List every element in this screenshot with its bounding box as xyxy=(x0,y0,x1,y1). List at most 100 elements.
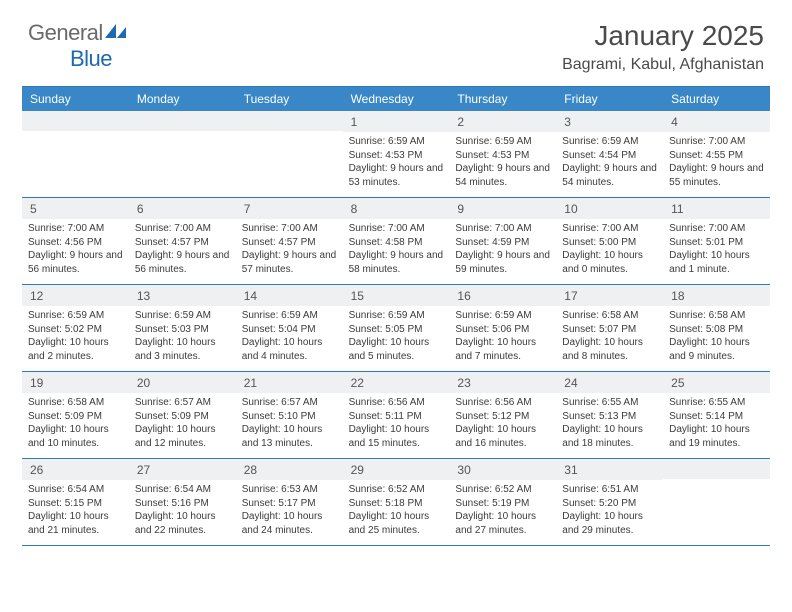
day-number: 16 xyxy=(449,285,556,306)
weekday-header-friday: Friday xyxy=(556,87,663,111)
day-info: Sunrise: 6:54 AMSunset: 5:16 PMDaylight:… xyxy=(129,480,236,541)
day-cell: 11Sunrise: 7:00 AMSunset: 5:01 PMDayligh… xyxy=(663,198,770,284)
day-info: Sunrise: 7:00 AMSunset: 4:55 PMDaylight:… xyxy=(663,132,770,193)
day-cell xyxy=(236,111,343,197)
day-cell: 2Sunrise: 6:59 AMSunset: 4:53 PMDaylight… xyxy=(449,111,556,197)
day-info: Sunrise: 6:53 AMSunset: 5:17 PMDaylight:… xyxy=(236,480,343,541)
day-number xyxy=(236,111,343,131)
day-number: 23 xyxy=(449,372,556,393)
day-info: Sunrise: 6:58 AMSunset: 5:09 PMDaylight:… xyxy=(22,393,129,454)
day-number: 26 xyxy=(22,459,129,480)
day-info: Sunrise: 7:00 AMSunset: 5:01 PMDaylight:… xyxy=(663,219,770,280)
day-info: Sunrise: 6:59 AMSunset: 5:06 PMDaylight:… xyxy=(449,306,556,367)
day-info: Sunrise: 6:52 AMSunset: 5:18 PMDaylight:… xyxy=(343,480,450,541)
day-info: Sunrise: 6:59 AMSunset: 5:02 PMDaylight:… xyxy=(22,306,129,367)
day-info: Sunrise: 6:55 AMSunset: 5:13 PMDaylight:… xyxy=(556,393,663,454)
day-cell: 6Sunrise: 7:00 AMSunset: 4:57 PMDaylight… xyxy=(129,198,236,284)
day-cell: 24Sunrise: 6:55 AMSunset: 5:13 PMDayligh… xyxy=(556,372,663,458)
weekday-header-wednesday: Wednesday xyxy=(343,87,450,111)
week-row: 19Sunrise: 6:58 AMSunset: 5:09 PMDayligh… xyxy=(22,372,770,459)
day-number: 10 xyxy=(556,198,663,219)
day-info: Sunrise: 7:00 AMSunset: 4:58 PMDaylight:… xyxy=(343,219,450,280)
weekday-header-thursday: Thursday xyxy=(449,87,556,111)
day-cell: 10Sunrise: 7:00 AMSunset: 5:00 PMDayligh… xyxy=(556,198,663,284)
day-number: 30 xyxy=(449,459,556,480)
day-number: 19 xyxy=(22,372,129,393)
weekday-header-monday: Monday xyxy=(129,87,236,111)
day-info: Sunrise: 6:59 AMSunset: 5:03 PMDaylight:… xyxy=(129,306,236,367)
weekday-header-row: SundayMondayTuesdayWednesdayThursdayFrid… xyxy=(22,87,770,111)
day-number: 1 xyxy=(343,111,450,132)
day-number: 27 xyxy=(129,459,236,480)
day-cell: 26Sunrise: 6:54 AMSunset: 5:15 PMDayligh… xyxy=(22,459,129,545)
weeks-grid: 1Sunrise: 6:59 AMSunset: 4:53 PMDaylight… xyxy=(22,111,770,546)
day-number: 7 xyxy=(236,198,343,219)
day-cell: 8Sunrise: 7:00 AMSunset: 4:58 PMDaylight… xyxy=(343,198,450,284)
day-cell: 21Sunrise: 6:57 AMSunset: 5:10 PMDayligh… xyxy=(236,372,343,458)
day-cell: 19Sunrise: 6:58 AMSunset: 5:09 PMDayligh… xyxy=(22,372,129,458)
day-cell: 23Sunrise: 6:56 AMSunset: 5:12 PMDayligh… xyxy=(449,372,556,458)
day-info: Sunrise: 6:59 AMSunset: 5:04 PMDaylight:… xyxy=(236,306,343,367)
day-number: 6 xyxy=(129,198,236,219)
day-info: Sunrise: 6:57 AMSunset: 5:10 PMDaylight:… xyxy=(236,393,343,454)
day-info: Sunrise: 6:59 AMSunset: 4:53 PMDaylight:… xyxy=(449,132,556,193)
day-number xyxy=(22,111,129,131)
day-info: Sunrise: 6:59 AMSunset: 5:05 PMDaylight:… xyxy=(343,306,450,367)
day-info: Sunrise: 6:52 AMSunset: 5:19 PMDaylight:… xyxy=(449,480,556,541)
day-cell xyxy=(22,111,129,197)
day-info: Sunrise: 6:58 AMSunset: 5:07 PMDaylight:… xyxy=(556,306,663,367)
weekday-header-sunday: Sunday xyxy=(22,87,129,111)
day-number: 28 xyxy=(236,459,343,480)
day-number: 3 xyxy=(556,111,663,132)
day-cell: 13Sunrise: 6:59 AMSunset: 5:03 PMDayligh… xyxy=(129,285,236,371)
day-cell: 20Sunrise: 6:57 AMSunset: 5:09 PMDayligh… xyxy=(129,372,236,458)
day-info: Sunrise: 6:56 AMSunset: 5:12 PMDaylight:… xyxy=(449,393,556,454)
day-info: Sunrise: 6:58 AMSunset: 5:08 PMDaylight:… xyxy=(663,306,770,367)
day-cell: 15Sunrise: 6:59 AMSunset: 5:05 PMDayligh… xyxy=(343,285,450,371)
day-number: 15 xyxy=(343,285,450,306)
day-cell: 3Sunrise: 6:59 AMSunset: 4:54 PMDaylight… xyxy=(556,111,663,197)
week-row: 26Sunrise: 6:54 AMSunset: 5:15 PMDayligh… xyxy=(22,459,770,546)
day-number: 8 xyxy=(343,198,450,219)
day-number: 14 xyxy=(236,285,343,306)
day-number: 20 xyxy=(129,372,236,393)
day-cell: 9Sunrise: 7:00 AMSunset: 4:59 PMDaylight… xyxy=(449,198,556,284)
day-info: Sunrise: 7:00 AMSunset: 4:57 PMDaylight:… xyxy=(129,219,236,280)
day-number xyxy=(663,459,770,479)
day-cell: 22Sunrise: 6:56 AMSunset: 5:11 PMDayligh… xyxy=(343,372,450,458)
day-info: Sunrise: 6:56 AMSunset: 5:11 PMDaylight:… xyxy=(343,393,450,454)
day-cell: 30Sunrise: 6:52 AMSunset: 5:19 PMDayligh… xyxy=(449,459,556,545)
day-cell: 16Sunrise: 6:59 AMSunset: 5:06 PMDayligh… xyxy=(449,285,556,371)
sail-icon xyxy=(105,23,129,44)
day-number: 2 xyxy=(449,111,556,132)
location-text: Bagrami, Kabul, Afghanistan xyxy=(562,56,764,74)
day-cell xyxy=(129,111,236,197)
day-cell: 7Sunrise: 7:00 AMSunset: 4:57 PMDaylight… xyxy=(236,198,343,284)
day-info: Sunrise: 7:00 AMSunset: 5:00 PMDaylight:… xyxy=(556,219,663,280)
logo: GeneralBlue xyxy=(28,20,129,72)
day-cell: 12Sunrise: 6:59 AMSunset: 5:02 PMDayligh… xyxy=(22,285,129,371)
week-row: 12Sunrise: 6:59 AMSunset: 5:02 PMDayligh… xyxy=(22,285,770,372)
day-number: 24 xyxy=(556,372,663,393)
day-number: 22 xyxy=(343,372,450,393)
day-info: Sunrise: 7:00 AMSunset: 4:59 PMDaylight:… xyxy=(449,219,556,280)
day-number: 12 xyxy=(22,285,129,306)
logo-text-general: General xyxy=(28,20,103,46)
day-number: 29 xyxy=(343,459,450,480)
day-cell: 4Sunrise: 7:00 AMSunset: 4:55 PMDaylight… xyxy=(663,111,770,197)
day-number: 18 xyxy=(663,285,770,306)
day-cell: 27Sunrise: 6:54 AMSunset: 5:16 PMDayligh… xyxy=(129,459,236,545)
weekday-header-saturday: Saturday xyxy=(663,87,770,111)
day-number xyxy=(129,111,236,131)
day-info: Sunrise: 6:51 AMSunset: 5:20 PMDaylight:… xyxy=(556,480,663,541)
header: GeneralBlue January 2025 Bagrami, Kabul,… xyxy=(0,0,792,80)
day-number: 4 xyxy=(663,111,770,132)
day-info: Sunrise: 7:00 AMSunset: 4:56 PMDaylight:… xyxy=(22,219,129,280)
day-number: 17 xyxy=(556,285,663,306)
day-info: Sunrise: 6:57 AMSunset: 5:09 PMDaylight:… xyxy=(129,393,236,454)
day-cell: 29Sunrise: 6:52 AMSunset: 5:18 PMDayligh… xyxy=(343,459,450,545)
day-number: 13 xyxy=(129,285,236,306)
calendar: SundayMondayTuesdayWednesdayThursdayFrid… xyxy=(22,86,770,546)
day-cell: 18Sunrise: 6:58 AMSunset: 5:08 PMDayligh… xyxy=(663,285,770,371)
day-number: 25 xyxy=(663,372,770,393)
